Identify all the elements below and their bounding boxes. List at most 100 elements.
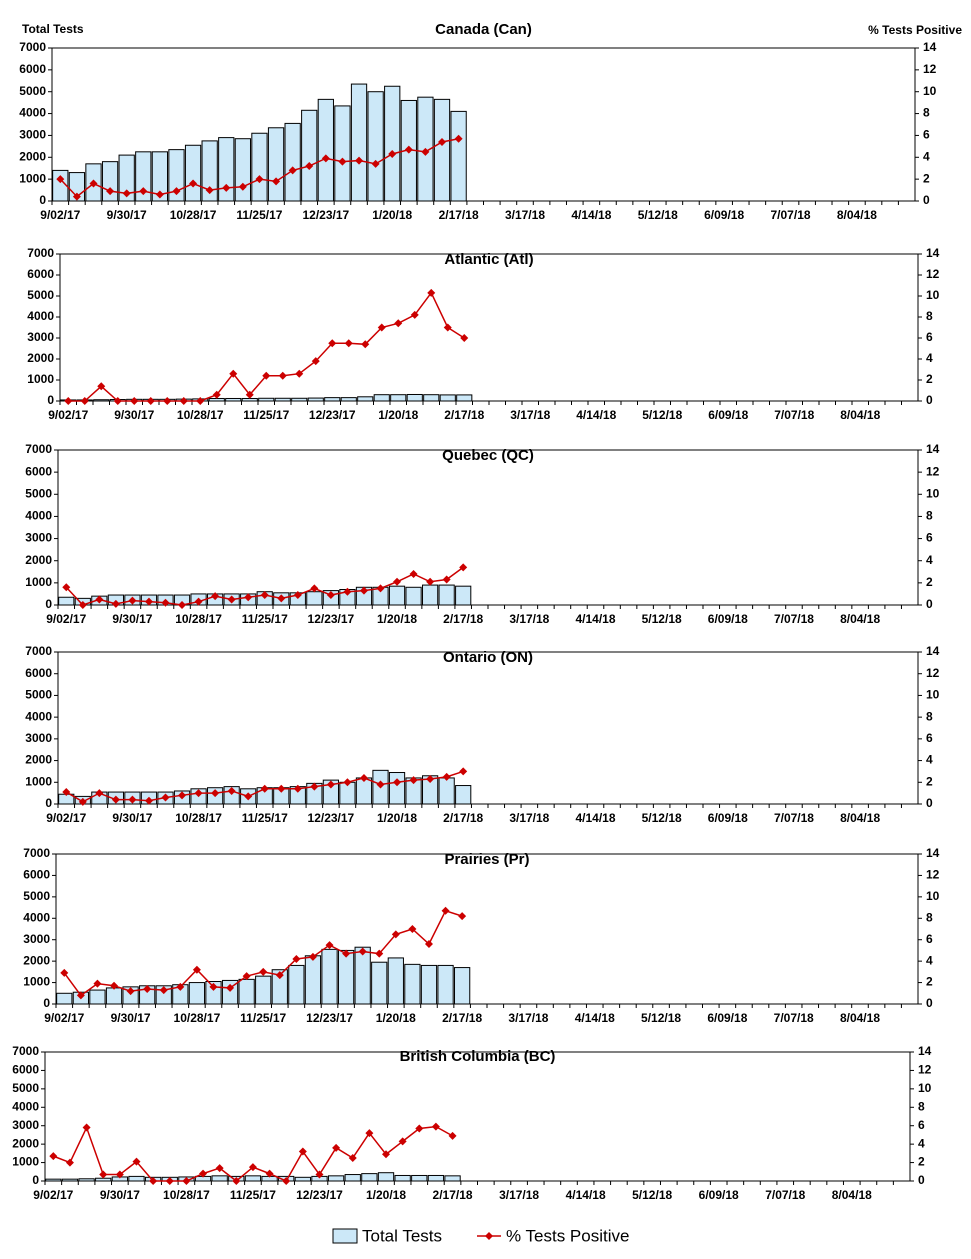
x-tick-label: 1/20/18 bbox=[366, 1188, 406, 1202]
y2-tick-label: 4 bbox=[926, 351, 933, 365]
marker bbox=[293, 591, 302, 600]
bar bbox=[218, 137, 235, 202]
marker bbox=[310, 782, 319, 791]
marker bbox=[212, 390, 221, 399]
marker bbox=[443, 323, 452, 332]
y2-tick-label: 10 bbox=[926, 486, 940, 500]
marker bbox=[311, 357, 320, 366]
y-axis-label: Total Tests bbox=[22, 22, 84, 36]
legend: Total Tests % Tests Positive bbox=[332, 1226, 629, 1245]
bar bbox=[301, 109, 318, 202]
panel: Canada (Can) 0 1000 2000 3000 4000 5000 6000 700… bbox=[19, 21, 936, 222]
bar bbox=[394, 1174, 411, 1182]
x-tick-label: 1/20/18 bbox=[377, 811, 417, 825]
x-tick-label: 5/12/18 bbox=[642, 811, 682, 825]
marker bbox=[128, 795, 137, 804]
x-tick-label: 3/17/18 bbox=[508, 1011, 548, 1025]
x-tick-label: 11/25/17 bbox=[236, 208, 282, 222]
y-tick-label: 3000 bbox=[12, 1118, 39, 1132]
y-tick-label: 7000 bbox=[25, 442, 52, 456]
marker bbox=[111, 795, 120, 804]
legend-label: % Tests Positive bbox=[506, 1226, 629, 1245]
bar bbox=[317, 98, 334, 202]
x-tick-label: 9/30/17 bbox=[114, 408, 154, 422]
marker bbox=[342, 949, 351, 958]
marker bbox=[95, 789, 104, 798]
x-tick-label: 12/23/17 bbox=[296, 1188, 343, 1202]
x-tick-label: 10/28/17 bbox=[175, 811, 222, 825]
y2-tick-label: 4 bbox=[926, 553, 933, 567]
y-tick-label: 5000 bbox=[25, 688, 52, 702]
bar bbox=[388, 772, 406, 805]
bar bbox=[221, 979, 239, 1005]
x-tick-label: 4/14/18 bbox=[571, 208, 611, 222]
marker bbox=[460, 334, 469, 342]
y-tick-label: 2000 bbox=[23, 953, 50, 967]
x-tick-label: 3/17/18 bbox=[510, 408, 550, 422]
bar bbox=[294, 1176, 311, 1182]
marker bbox=[132, 1157, 141, 1166]
marker bbox=[89, 179, 98, 188]
marker bbox=[326, 591, 335, 600]
marker bbox=[215, 1164, 224, 1173]
marker bbox=[426, 775, 435, 784]
bar bbox=[357, 396, 374, 402]
y2-tick-label: 10 bbox=[923, 84, 937, 98]
bar bbox=[61, 1178, 79, 1182]
marker bbox=[377, 323, 386, 332]
panel: Ontario (ON) 0 1000 2000 3000 4000 5000 6000 700… bbox=[25, 644, 939, 825]
marker bbox=[209, 982, 218, 991]
y2-tick-label: 2 bbox=[926, 774, 933, 788]
chart-title: Quebec (QC) bbox=[442, 447, 534, 464]
marker bbox=[62, 788, 71, 797]
x-tick-label: 7/07/18 bbox=[774, 811, 814, 825]
marker bbox=[245, 390, 254, 399]
marker bbox=[176, 982, 185, 991]
x-tick-label: 9/30/17 bbox=[111, 1011, 151, 1025]
marker bbox=[179, 397, 188, 405]
marker bbox=[139, 187, 148, 196]
x-tick-label: 9/30/17 bbox=[107, 208, 147, 222]
x-tick-label: 9/02/17 bbox=[48, 408, 88, 422]
marker bbox=[459, 563, 468, 572]
bar bbox=[321, 948, 338, 1005]
marker bbox=[165, 1177, 174, 1185]
marker bbox=[288, 166, 297, 175]
x-tick-label: 3/17/18 bbox=[509, 811, 549, 825]
marker bbox=[259, 967, 268, 976]
marker bbox=[222, 183, 231, 192]
y2-tick-label: 4 bbox=[926, 953, 933, 967]
legend-label: Total Tests bbox=[362, 1226, 442, 1245]
bar bbox=[56, 992, 73, 1005]
marker bbox=[308, 952, 317, 961]
chart-title: Ontario (ON) bbox=[443, 649, 533, 666]
marker bbox=[343, 587, 352, 596]
y-tick-label: 7000 bbox=[25, 644, 52, 658]
marker bbox=[182, 1177, 191, 1185]
bar bbox=[337, 949, 355, 1005]
bar bbox=[377, 1172, 395, 1182]
bar bbox=[307, 397, 324, 402]
bar bbox=[211, 1175, 228, 1182]
y-tick-label: 6000 bbox=[25, 464, 52, 478]
marker bbox=[192, 965, 201, 974]
marker bbox=[163, 397, 172, 405]
marker bbox=[226, 983, 235, 992]
marker bbox=[275, 971, 284, 980]
x-tick-label: 4/14/18 bbox=[575, 811, 615, 825]
marker bbox=[260, 591, 269, 600]
bar bbox=[45, 1178, 62, 1182]
legend-swatch bbox=[332, 1228, 358, 1244]
marker bbox=[421, 147, 430, 156]
bar bbox=[306, 591, 323, 606]
marker bbox=[244, 593, 253, 602]
marker bbox=[332, 1143, 341, 1152]
y-tick-label: 3000 bbox=[23, 932, 50, 946]
y-tick-label: 6000 bbox=[23, 868, 50, 882]
marker bbox=[130, 397, 139, 405]
bar bbox=[427, 1174, 445, 1182]
x-tick-label: 11/25/17 bbox=[240, 1011, 286, 1025]
marker bbox=[427, 288, 436, 297]
marker bbox=[143, 985, 152, 993]
marker bbox=[315, 1170, 324, 1179]
